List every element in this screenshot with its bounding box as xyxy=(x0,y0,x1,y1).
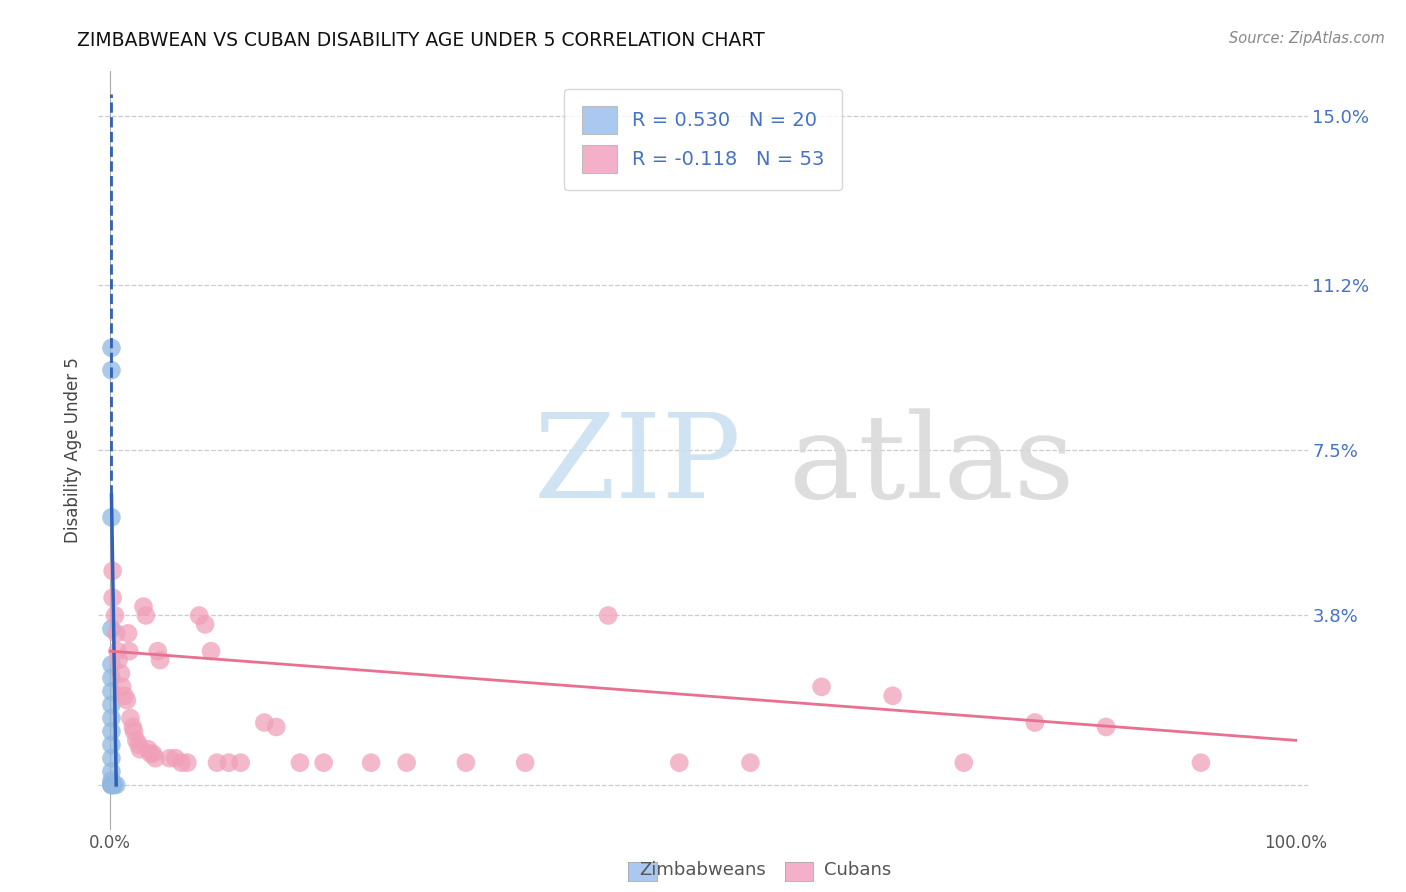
Point xyxy=(110,666,132,681)
Point xyxy=(107,653,129,667)
Point xyxy=(159,751,181,765)
Text: Zimbabweans: Zimbabweans xyxy=(640,861,766,879)
Point xyxy=(103,778,125,792)
Point xyxy=(100,751,122,765)
Point xyxy=(120,711,142,725)
Point xyxy=(882,689,904,703)
Point xyxy=(114,689,136,703)
Text: Source: ZipAtlas.com: Source: ZipAtlas.com xyxy=(1229,31,1385,46)
Point xyxy=(105,644,128,658)
Point xyxy=(128,738,150,752)
Point xyxy=(101,778,124,792)
Text: Cubans: Cubans xyxy=(824,861,891,879)
Text: atlas: atlas xyxy=(787,409,1074,523)
Point xyxy=(740,756,762,770)
Point xyxy=(200,644,222,658)
Point xyxy=(101,591,124,605)
Point xyxy=(360,756,382,770)
Point xyxy=(454,756,477,770)
Point xyxy=(125,733,148,747)
Point xyxy=(149,653,172,667)
Point xyxy=(100,778,122,792)
Point xyxy=(100,778,122,792)
Point xyxy=(100,764,122,779)
Point xyxy=(100,363,122,377)
Point xyxy=(143,751,166,765)
Point xyxy=(104,608,127,623)
Point xyxy=(288,756,311,770)
Point xyxy=(100,657,122,672)
Point xyxy=(253,715,276,730)
Point xyxy=(170,756,193,770)
Point xyxy=(111,680,134,694)
Point xyxy=(395,756,418,770)
Point xyxy=(264,720,287,734)
Point xyxy=(229,756,252,770)
Point xyxy=(129,742,152,756)
Point xyxy=(142,747,165,761)
Point xyxy=(105,626,128,640)
Point xyxy=(115,693,138,707)
Point xyxy=(105,778,128,792)
Point xyxy=(100,698,122,712)
Point xyxy=(100,622,122,636)
Point xyxy=(100,684,122,698)
Point xyxy=(100,738,122,752)
Point xyxy=(136,742,159,756)
Point xyxy=(205,756,228,770)
Point xyxy=(139,747,162,761)
Point xyxy=(810,680,832,694)
Point xyxy=(1095,720,1118,734)
Point xyxy=(100,778,122,792)
Point xyxy=(312,756,335,770)
Point xyxy=(176,756,198,770)
Point xyxy=(1024,715,1046,730)
Point xyxy=(100,724,122,739)
Point xyxy=(100,510,122,524)
Y-axis label: Disability Age Under 5: Disability Age Under 5 xyxy=(65,358,83,543)
Point xyxy=(598,608,620,623)
Point xyxy=(668,756,690,770)
Point xyxy=(101,564,124,578)
Point xyxy=(1189,756,1212,770)
Point xyxy=(100,671,122,685)
Point xyxy=(952,756,974,770)
Text: ZIP: ZIP xyxy=(534,409,741,523)
Point xyxy=(118,644,141,658)
Point xyxy=(218,756,240,770)
Point xyxy=(121,720,143,734)
Point xyxy=(122,724,145,739)
Legend: R = 0.530   N = 20, R = -0.118   N = 53: R = 0.530 N = 20, R = -0.118 N = 53 xyxy=(564,88,842,190)
Point xyxy=(188,608,211,623)
Point xyxy=(100,711,122,725)
Point xyxy=(146,644,169,658)
Point xyxy=(117,626,139,640)
Point xyxy=(132,599,155,614)
Point xyxy=(100,773,122,788)
Point xyxy=(135,608,157,623)
Point xyxy=(165,751,187,765)
Text: ZIMBABWEAN VS CUBAN DISABILITY AGE UNDER 5 CORRELATION CHART: ZIMBABWEAN VS CUBAN DISABILITY AGE UNDER… xyxy=(77,31,765,50)
Point xyxy=(100,341,122,355)
Point xyxy=(194,617,217,632)
Point xyxy=(515,756,537,770)
